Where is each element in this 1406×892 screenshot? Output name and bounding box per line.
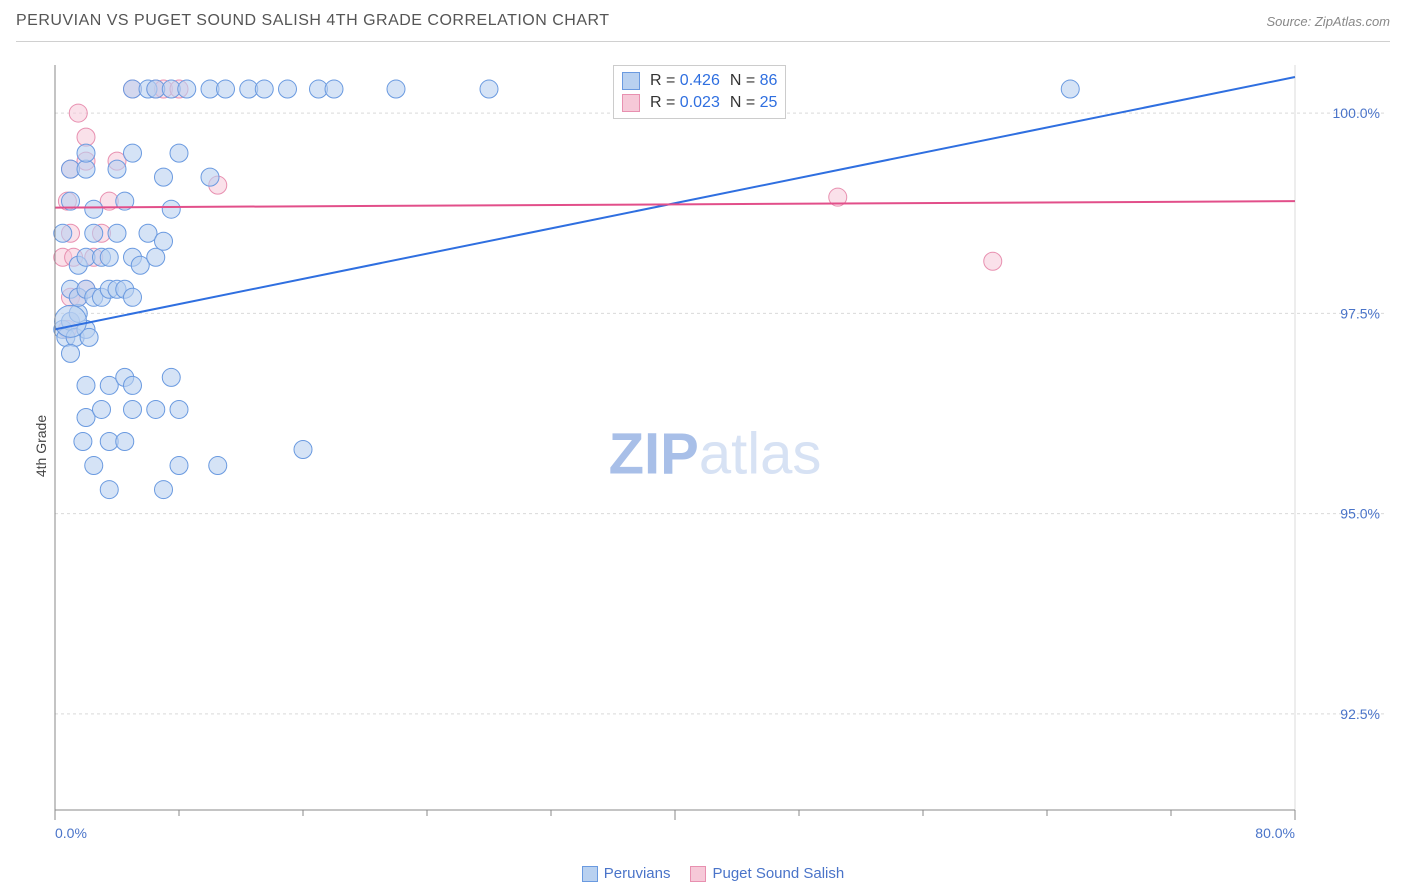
scatter-chart: ZIPatlas 0.0% 80.0% 92.5% 95.0% 97.5% 100.0% — [45, 55, 1385, 845]
svg-text:80.0%: 80.0% — [1255, 825, 1295, 841]
stats-row: R = 0.023 N = 25 — [622, 92, 777, 114]
chart-title: PERUVIAN VS PUGET SOUND SALISH 4TH GRADE… — [16, 12, 610, 29]
legend-swatch-icon — [582, 866, 598, 882]
svg-text:ZIPatlas: ZIPatlas — [609, 422, 822, 487]
legend-swatch-icon — [622, 94, 640, 112]
stat-n: N = 86 — [730, 72, 778, 90]
svg-text:0.0%: 0.0% — [55, 825, 87, 841]
svg-text:97.5%: 97.5% — [1340, 305, 1380, 321]
svg-text:100.0%: 100.0% — [1333, 105, 1380, 121]
stat-r: R = 0.426 — [650, 72, 720, 90]
svg-text:95.0%: 95.0% — [1340, 506, 1380, 522]
stat-n: N = 25 — [730, 94, 778, 112]
legend-label: Puget Sound Salish — [712, 865, 844, 882]
legend-swatch-icon — [690, 866, 706, 882]
title-bar: PERUVIAN VS PUGET SOUND SALISH 4TH GRADE… — [16, 12, 1390, 42]
correlation-stats-box: R = 0.426 N = 86 R = 0.023 N = 25 — [613, 65, 786, 119]
stat-r: R = 0.023 — [650, 94, 720, 112]
source-text: Source: ZipAtlas.com — [1266, 14, 1390, 29]
stats-row: R = 0.426 N = 86 — [622, 70, 777, 92]
legend-label: Peruvians — [604, 865, 671, 882]
svg-text:92.5%: 92.5% — [1340, 706, 1380, 722]
chart-container: PERUVIAN VS PUGET SOUND SALISH 4TH GRADE… — [0, 0, 1406, 892]
legend-swatch-icon — [622, 72, 640, 90]
series-legend: Peruvians Puget Sound Salish — [0, 865, 1406, 882]
